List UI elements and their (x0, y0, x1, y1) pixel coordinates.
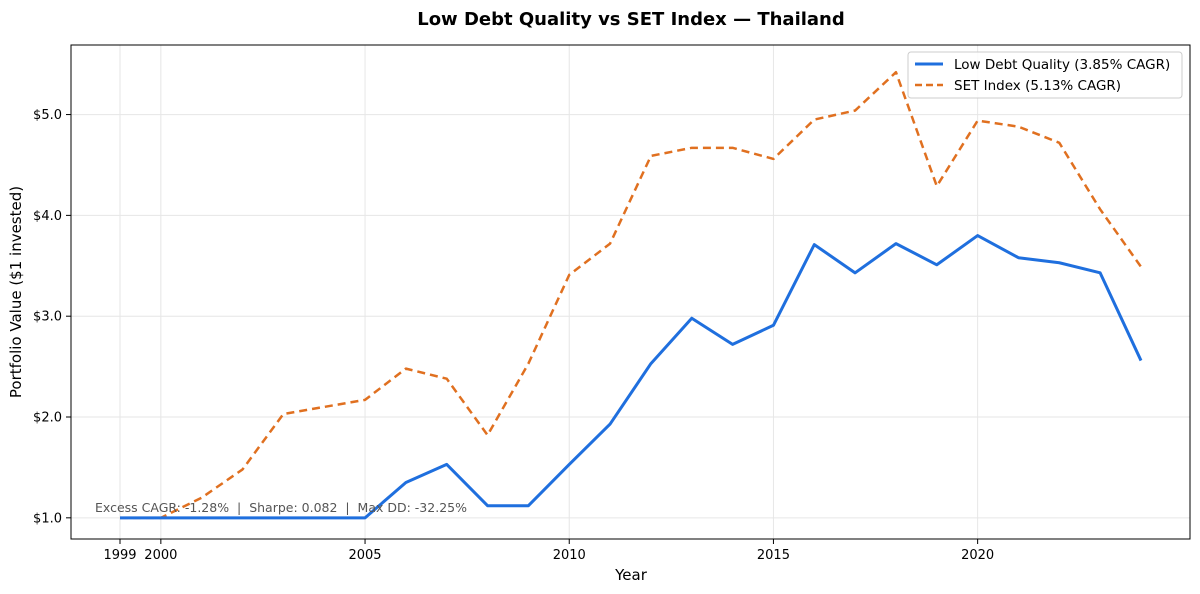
y-tick-label: $5.0 (33, 108, 62, 123)
x-axis-label: Year (614, 566, 648, 584)
stats-annotation: Excess CAGR: -1.28% | Sharpe: 0.082 | Ma… (95, 500, 467, 515)
grid-lines (71, 45, 1190, 539)
x-tick-label: 2010 (553, 548, 586, 563)
x-tick-label: 2005 (348, 548, 381, 563)
plot-frame (70, 44, 1191, 540)
chart-title: Low Debt Quality vs SET Index — Thailand (417, 9, 845, 30)
y-tick-label: $2.0 (33, 411, 62, 426)
axis-ticks: 1999 2000 2005 2010 2015 2020 $1.0 $2.0 $3.0 $4.0… (33, 108, 994, 563)
series-line-set-index (120, 70, 1143, 520)
y-tick-label: $3.0 (33, 310, 62, 325)
legend-label-set-index: SET Index (5.13% CAGR) (954, 78, 1121, 94)
x-tick-label: 2015 (757, 548, 790, 563)
y-tick-label: $1.0 (33, 511, 62, 526)
series-line-low-debt-quality (120, 234, 1143, 520)
legend-label-low-debt-quality: Low Debt Quality (3.85% CAGR) (954, 57, 1170, 73)
y-tick-label: $4.0 (33, 209, 62, 224)
legend-box (907, 51, 1183, 99)
x-tick-label: 2000 (144, 548, 177, 563)
x-tick-label: 2020 (961, 548, 994, 563)
y-axis-label: Portfolio Value ($1 invested) (7, 186, 25, 398)
legend: Low Debt Quality (3.85% CAGR) SET Index … (907, 51, 1183, 99)
x-tick-label: 1999 (103, 548, 136, 563)
series-lines (120, 70, 1143, 520)
